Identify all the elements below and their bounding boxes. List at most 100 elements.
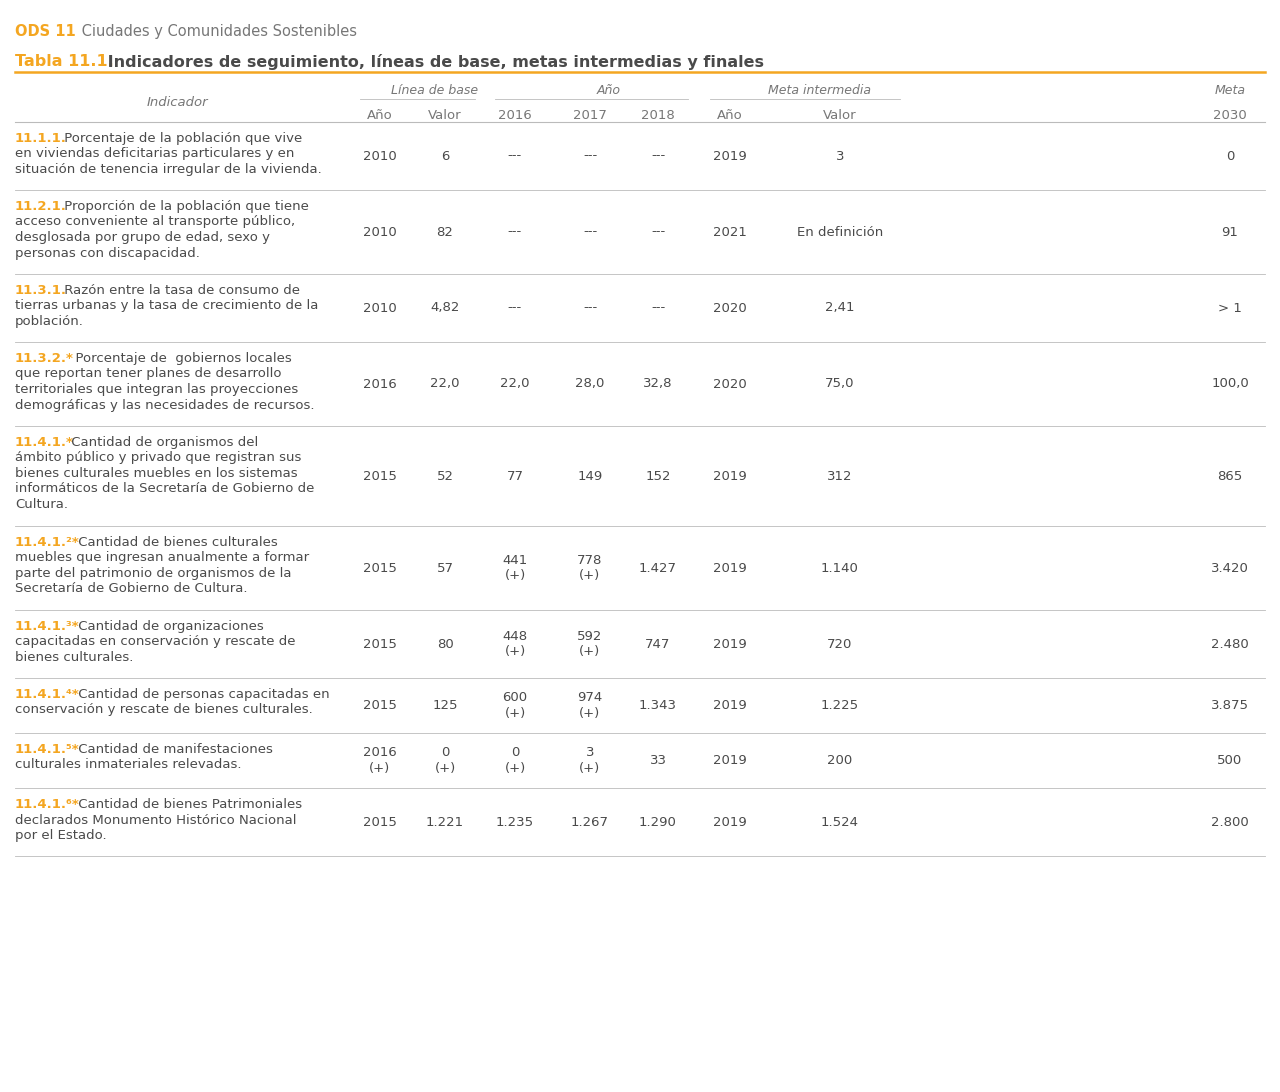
Text: 600: 600	[503, 691, 527, 704]
Text: 865: 865	[1217, 470, 1243, 483]
Text: 2016: 2016	[364, 746, 397, 759]
Text: 2019: 2019	[713, 638, 746, 651]
Text: 720: 720	[827, 638, 852, 651]
Text: 28,0: 28,0	[575, 378, 604, 391]
Text: Valor: Valor	[823, 109, 856, 122]
Text: 2030: 2030	[1213, 109, 1247, 122]
Text: 2015: 2015	[364, 699, 397, 712]
Text: 974: 974	[577, 691, 603, 704]
Text: 2019: 2019	[713, 699, 746, 712]
Text: 312: 312	[827, 470, 852, 483]
Text: ámbito público y privado que registran sus: ámbito público y privado que registran s…	[15, 451, 301, 464]
Text: En definición: En definición	[797, 226, 883, 238]
Text: Valor: Valor	[429, 109, 462, 122]
Text: 0: 0	[440, 746, 449, 759]
Text: 2.800: 2.800	[1211, 816, 1249, 829]
Text: 3: 3	[586, 746, 594, 759]
Text: 11.4.1.*: 11.4.1.*	[15, 436, 74, 449]
Text: Cantidad de organismos del: Cantidad de organismos del	[67, 436, 259, 449]
Text: conservación y rescate de bienes culturales.: conservación y rescate de bienes cultura…	[15, 703, 312, 716]
Text: Meta: Meta	[1215, 84, 1245, 97]
Text: 2016: 2016	[364, 378, 397, 391]
Text: Indicador: Indicador	[147, 96, 209, 109]
Text: 200: 200	[827, 753, 852, 767]
Text: Cantidad de organizaciones: Cantidad de organizaciones	[73, 620, 264, 633]
Text: 747: 747	[645, 638, 671, 651]
Text: 2020: 2020	[713, 301, 746, 314]
Text: (+): (+)	[504, 569, 526, 582]
Text: 11.3.2.*: 11.3.2.*	[15, 352, 74, 365]
Text: (+): (+)	[580, 645, 600, 658]
Text: 2010: 2010	[364, 150, 397, 163]
Text: Año: Año	[717, 109, 742, 122]
Text: 11.2.1.: 11.2.1.	[15, 200, 67, 213]
Text: 1.140: 1.140	[820, 561, 859, 574]
Text: > 1: > 1	[1219, 301, 1242, 314]
Text: parte del patrimonio de organismos de la: parte del patrimonio de organismos de la	[15, 567, 292, 580]
Text: ---: ---	[582, 226, 598, 238]
Text: 22,0: 22,0	[430, 378, 460, 391]
Text: 2019: 2019	[713, 470, 746, 483]
Text: Ciudades y Comunidades Sostenibles: Ciudades y Comunidades Sostenibles	[77, 24, 357, 39]
Text: 33: 33	[649, 753, 667, 767]
Text: por el Estado.: por el Estado.	[15, 829, 106, 842]
Text: (+): (+)	[504, 762, 526, 774]
Text: 11.4.1.²*: 11.4.1.²*	[15, 536, 79, 549]
Text: 1.221: 1.221	[426, 816, 465, 829]
Text: declarados Monumento Histórico Nacional: declarados Monumento Histórico Nacional	[15, 814, 297, 827]
Text: territoriales que integran las proyecciones: territoriales que integran las proyeccio…	[15, 383, 298, 396]
Text: situación de tenencia irregular de la vivienda.: situación de tenencia irregular de la vi…	[15, 163, 321, 176]
Text: (+): (+)	[580, 762, 600, 774]
Text: 11.1.1.: 11.1.1.	[15, 132, 67, 145]
Text: 2.480: 2.480	[1211, 638, 1249, 651]
Text: 22,0: 22,0	[500, 378, 530, 391]
Text: 11.4.1.⁶*: 11.4.1.⁶*	[15, 798, 79, 811]
Text: Cantidad de bienes culturales: Cantidad de bienes culturales	[73, 536, 278, 549]
Text: 2015: 2015	[364, 816, 397, 829]
Text: bienes culturales muebles en los sistemas: bienes culturales muebles en los sistema…	[15, 467, 298, 480]
Text: Indicadores de seguimiento, líneas de base, metas intermedias y finales: Indicadores de seguimiento, líneas de ba…	[102, 54, 764, 70]
Text: Año: Año	[367, 109, 393, 122]
Text: 2019: 2019	[713, 753, 746, 767]
Text: población.: población.	[15, 314, 84, 328]
Text: 152: 152	[645, 470, 671, 483]
Text: ODS 11: ODS 11	[15, 24, 76, 39]
Text: ---: ---	[508, 150, 522, 163]
Text: 592: 592	[577, 630, 603, 643]
Text: culturales inmateriales relevadas.: culturales inmateriales relevadas.	[15, 759, 242, 772]
Text: 11.4.1.⁵*: 11.4.1.⁵*	[15, 743, 79, 756]
Text: ---: ---	[582, 150, 598, 163]
Text: Cantidad de manifestaciones: Cantidad de manifestaciones	[73, 743, 273, 756]
Text: 11.3.1.: 11.3.1.	[15, 284, 67, 297]
Text: 1.343: 1.343	[639, 699, 677, 712]
Text: 1.290: 1.290	[639, 816, 677, 829]
Text: 2019: 2019	[713, 150, 746, 163]
Text: ---: ---	[650, 226, 666, 238]
Text: 125: 125	[433, 699, 458, 712]
Text: Proporción de la población que tiene: Proporción de la población que tiene	[60, 200, 310, 213]
Text: Cantidad de bienes Patrimoniales: Cantidad de bienes Patrimoniales	[73, 798, 302, 811]
Text: 2021: 2021	[713, 226, 748, 238]
Text: (+): (+)	[504, 707, 526, 720]
Text: en viviendas deficitarias particulares y en: en viviendas deficitarias particulares y…	[15, 147, 294, 161]
Text: 448: 448	[503, 630, 527, 643]
Text: 0: 0	[511, 746, 520, 759]
Text: (+): (+)	[370, 762, 390, 774]
Text: 4,82: 4,82	[430, 301, 460, 314]
Text: 1.225: 1.225	[820, 699, 859, 712]
Text: 57: 57	[436, 561, 453, 574]
Text: ---: ---	[508, 226, 522, 238]
Text: 2019: 2019	[713, 561, 746, 574]
Text: tierras urbanas y la tasa de crecimiento de la: tierras urbanas y la tasa de crecimiento…	[15, 299, 319, 312]
Text: Tabla 11.1.: Tabla 11.1.	[15, 54, 114, 69]
Text: 2018: 2018	[641, 109, 675, 122]
Text: Porcentaje de  gobiernos locales: Porcentaje de gobiernos locales	[67, 352, 292, 365]
Text: 2019: 2019	[713, 816, 746, 829]
Text: 500: 500	[1217, 753, 1243, 767]
Text: 778: 778	[577, 554, 603, 567]
Text: (+): (+)	[434, 762, 456, 774]
Text: muebles que ingresan anualmente a formar: muebles que ingresan anualmente a formar	[15, 551, 310, 565]
Text: 1.524: 1.524	[820, 816, 859, 829]
Text: Cultura.: Cultura.	[15, 498, 68, 511]
Text: 2016: 2016	[498, 109, 532, 122]
